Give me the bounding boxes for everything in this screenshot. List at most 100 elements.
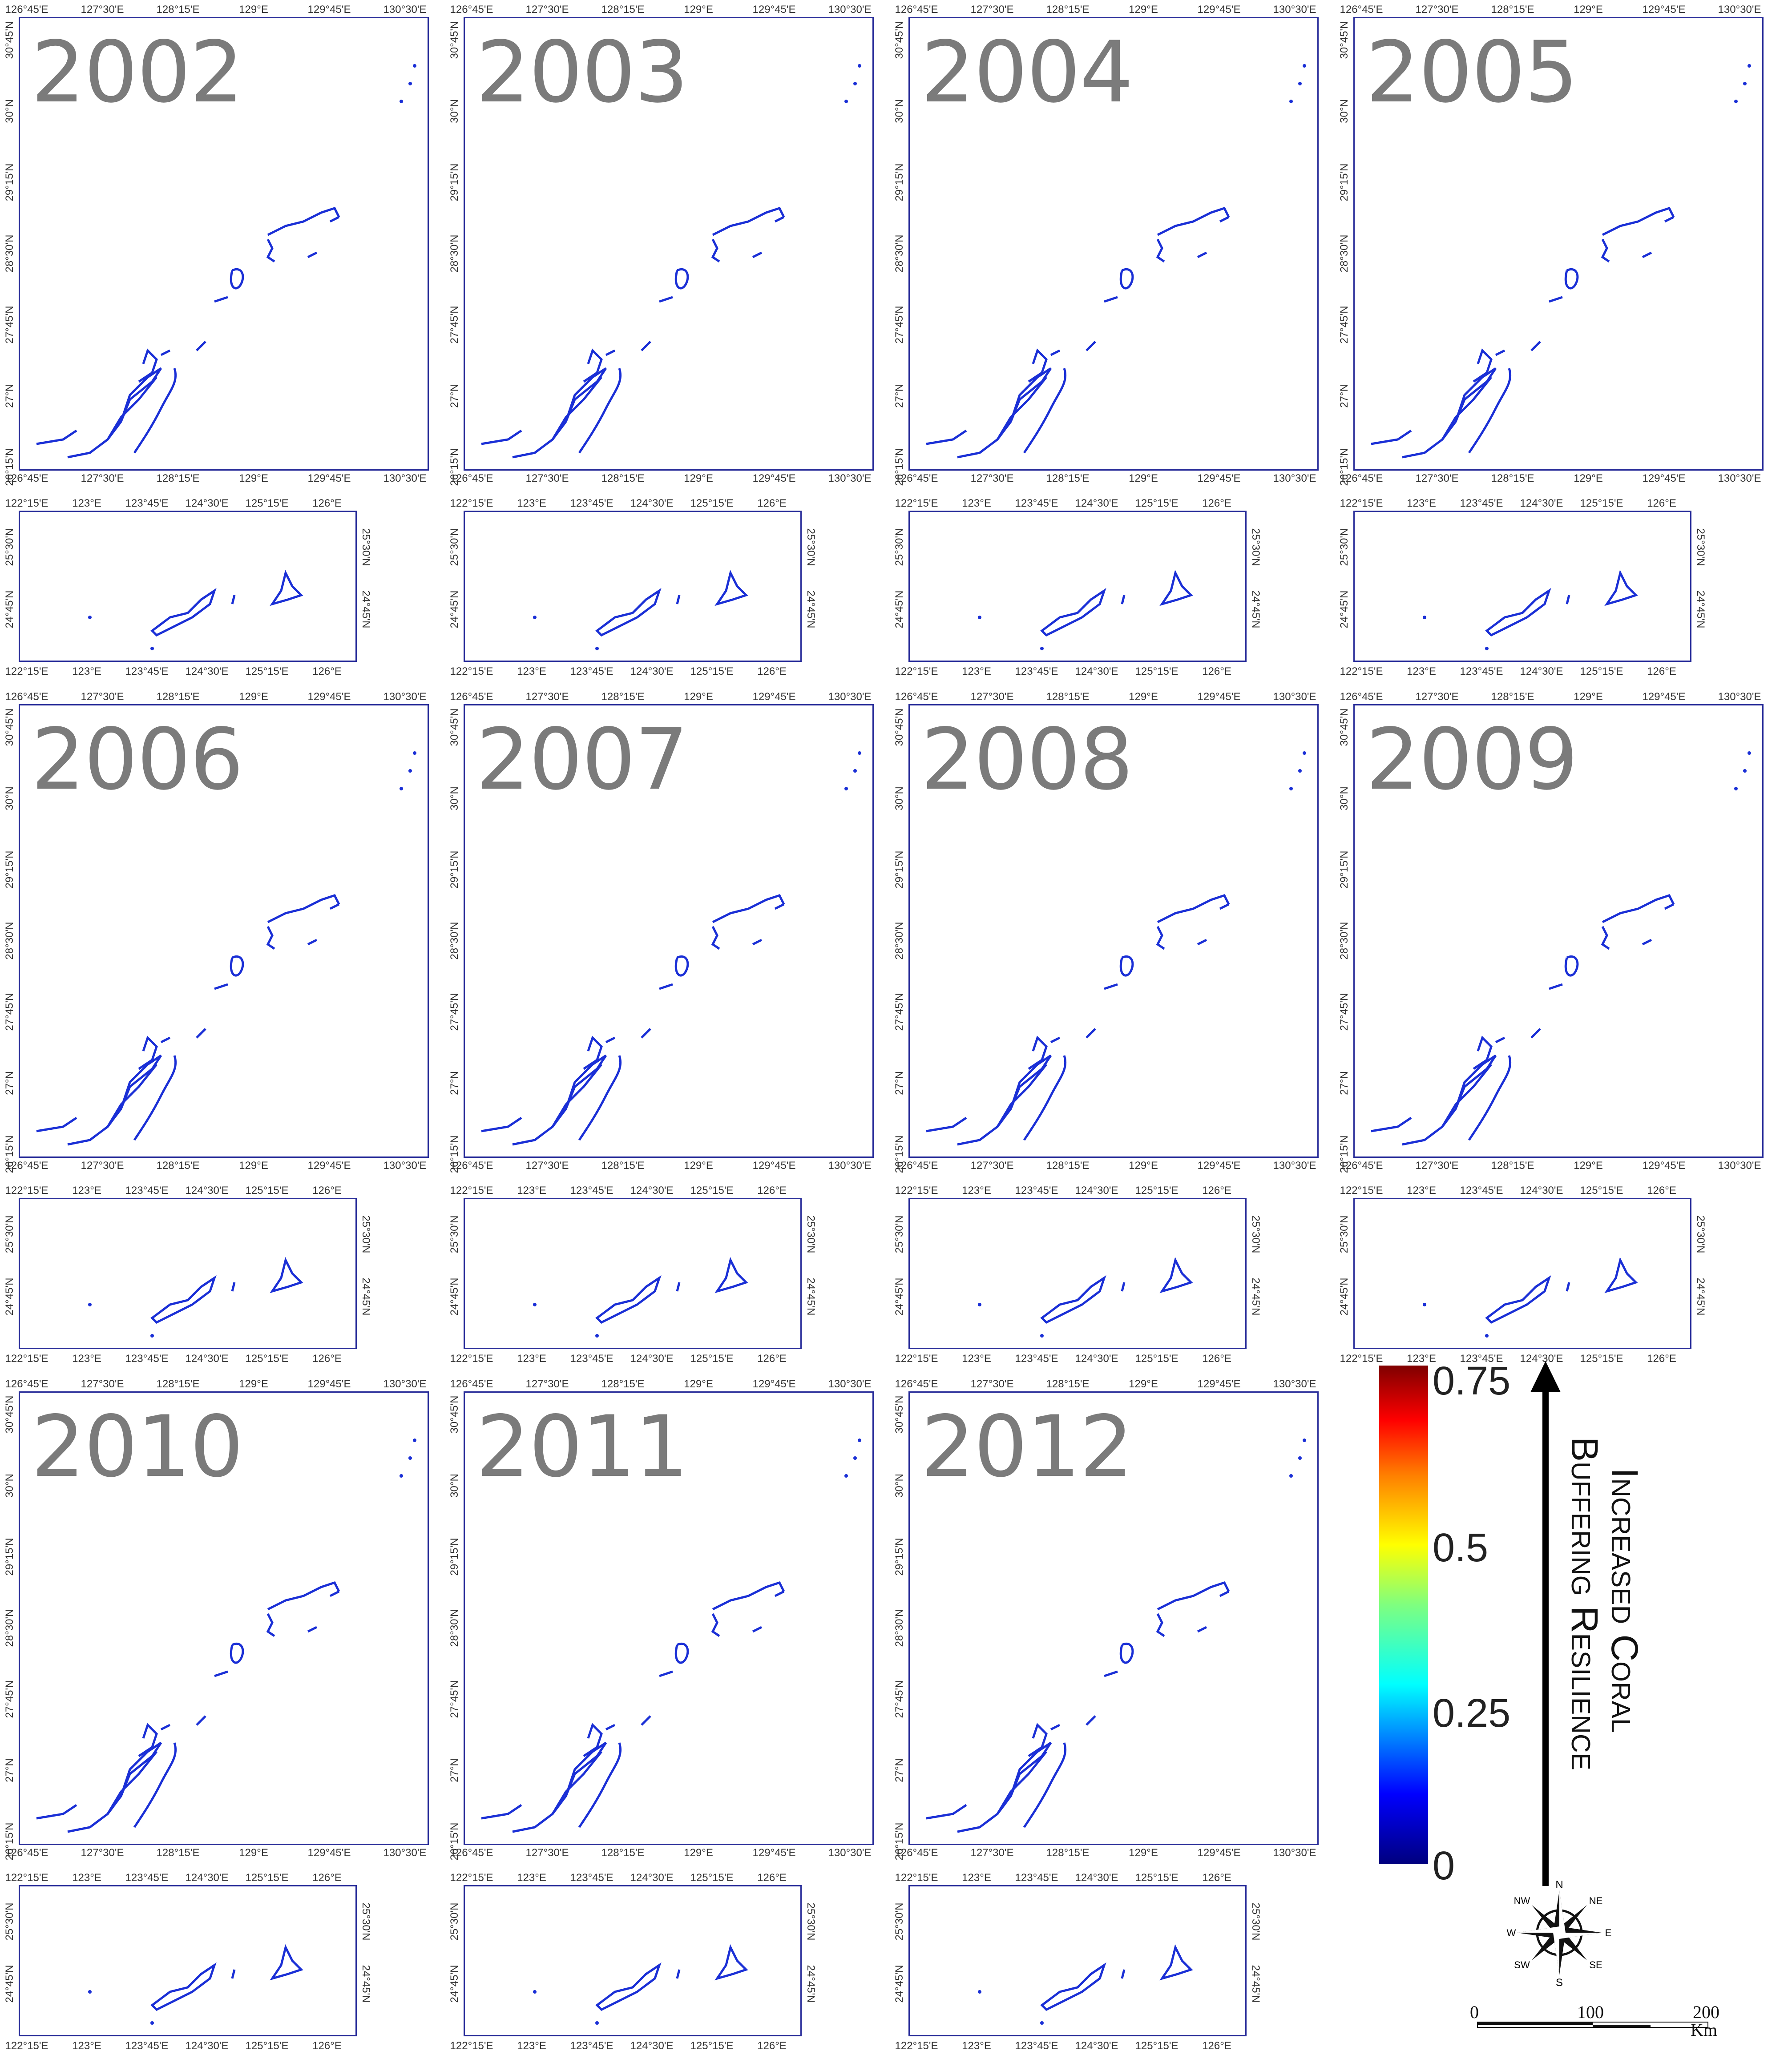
lon-tick-bottom: 126°45'E (1340, 1160, 1383, 1172)
inset-lon-tick-top: 126°E (1202, 497, 1231, 509)
island-outline (1157, 206, 1230, 236)
island-outline (1549, 983, 1563, 990)
island-outline (1604, 569, 1638, 606)
lat-tick-left: 27°45'N (448, 993, 460, 1031)
inset-lon-tick-bottom: 125°15'E (1135, 1353, 1179, 1365)
island-outline (712, 206, 785, 236)
inset-lon-tick-top: 123°E (72, 1872, 101, 1884)
island-outline (774, 216, 785, 223)
lon-tick-bottom: 127°30'E (970, 472, 1014, 484)
lon-tick-bottom: 127°30'E (81, 1847, 124, 1859)
islet-dot (1485, 647, 1489, 650)
island-outline (266, 1613, 275, 1637)
inset-lat-tick-right: 24°45'N (1695, 590, 1707, 629)
lat-tick-left: 26°15'N (4, 448, 16, 486)
islet-dot (1743, 769, 1747, 773)
lat-tick-left: 30°N (448, 1474, 460, 1498)
island-outline (674, 1642, 689, 1664)
island-outline (230, 955, 244, 977)
main-map-frame (19, 17, 429, 471)
island-outline (67, 1064, 157, 1146)
islet-dot (413, 751, 416, 755)
island-outline (926, 1116, 967, 1132)
lat-tick-left: 28°30'N (893, 1609, 905, 1647)
inset-lon-tick-top: 123°45'E (570, 1872, 613, 1884)
lon-tick-bottom: 127°30'E (970, 1847, 1014, 1859)
lat-tick-left: 27°N (1338, 1071, 1350, 1095)
lat-tick-left: 26°15'N (893, 1822, 905, 1861)
lon-tick-top: 129°E (684, 1378, 713, 1390)
inset-lon-tick-bottom: 126°E (312, 1353, 342, 1365)
year-label: 2006 (31, 710, 244, 809)
map-panel: 2004 126°45'E 126°45'E 127°30'E 127°30'E 128°… (890, 0, 1335, 681)
lat-tick-left: 29°15'N (448, 850, 460, 889)
island-outline (36, 1116, 77, 1132)
inset-lat-tick-left: 25°30'N (448, 1215, 460, 1253)
island-outline (307, 251, 318, 258)
lat-tick-left: 28°30'N (893, 922, 905, 960)
compass-s: S (1556, 1977, 1563, 1988)
lon-tick-top: 128°15'E (1491, 691, 1534, 703)
inset-lon-tick-bottom: 123°E (962, 1353, 991, 1365)
lon-tick-bottom: 128°15'E (601, 1847, 645, 1859)
inset-lon-tick-top: 125°15'E (1135, 1185, 1179, 1197)
main-map: 2005 126°45'E 126°45'E 127°30'E 127°30'E 128°… (1335, 0, 1780, 486)
yaeyama-islands-shapes (978, 569, 1193, 650)
islet-dot (853, 82, 857, 85)
island-outline (714, 1944, 748, 1981)
island-outline (512, 1064, 602, 1146)
main-map: 2006 126°45'E 126°45'E 127°30'E 127°30'E 128°… (0, 687, 445, 1173)
year-label: 2007 (476, 710, 689, 809)
inset-lon-tick-bottom: 126°E (1647, 665, 1676, 677)
island-outline (1402, 376, 1492, 459)
island-outline (676, 595, 681, 604)
island-outline (196, 1715, 206, 1726)
islet-dot (533, 616, 537, 619)
lat-tick-left: 29°15'N (893, 1538, 905, 1576)
lon-tick-top: 126°45'E (450, 4, 493, 16)
islet-dot (1303, 751, 1306, 755)
lon-tick-top: 127°30'E (81, 4, 124, 16)
inset-lon-tick-bottom: 125°15'E (1580, 1353, 1623, 1365)
island-outline (1086, 1028, 1096, 1039)
inset-lat-tick-right: 25°30'N (805, 1215, 817, 1253)
inset-lon-tick-bottom: 125°15'E (245, 665, 289, 677)
lat-tick-left: 28°30'N (1338, 234, 1350, 273)
lat-tick-left: 27°45'N (4, 306, 16, 344)
ryukyu-islands-shapes (926, 64, 1306, 459)
lon-tick-bottom: 126°45'E (5, 1160, 48, 1172)
ryukyu-islands-shapes (36, 64, 416, 459)
lat-tick-left: 27°45'N (448, 1680, 460, 1718)
island-outline (1566, 595, 1570, 604)
lat-tick-left: 27°45'N (893, 306, 905, 344)
island-outline (1485, 1275, 1551, 1324)
inset-lat-tick-left: 25°30'N (4, 1902, 16, 1941)
inset-lon-tick-bottom: 122°15'E (895, 1353, 938, 1365)
inset-lon-tick-bottom: 123°45'E (1015, 665, 1058, 677)
island-outline (926, 429, 967, 445)
inset-map: 122°15'E 122°15'E 123°E 123°E 123°45'E 123°45… (1335, 485, 1780, 681)
lat-tick-left: 30°45'N (1338, 21, 1350, 59)
inset-lon-tick-bottom: 124°30'E (630, 1353, 674, 1365)
island-outline (957, 376, 1047, 459)
island-outline (595, 588, 662, 637)
island-outline (659, 296, 673, 303)
inset-lon-tick-top: 125°15'E (1135, 1872, 1179, 1884)
lat-tick-left: 30°45'N (4, 708, 16, 746)
island-outline (196, 341, 206, 351)
island-outline (150, 588, 217, 637)
lon-tick-bottom: 130°30'E (1273, 472, 1316, 484)
inset-map: 122°15'E 122°15'E 123°E 123°E 123°45'E 123°45… (890, 1859, 1335, 2055)
islet-dot (844, 100, 848, 103)
lon-tick-top: 128°15'E (601, 1378, 645, 1390)
lat-tick-left: 28°30'N (4, 922, 16, 960)
ryukyu-islands-shapes (36, 751, 416, 1146)
islet-dot (1303, 1438, 1306, 1442)
lon-tick-top: 128°15'E (156, 1378, 200, 1390)
islet-dot (1423, 616, 1426, 619)
inset-lon-tick-bottom: 123°E (962, 2040, 991, 2052)
island-outline (1219, 1590, 1230, 1597)
inset-map: 122°15'E 122°15'E 123°E 123°E 123°45'E 123°45… (445, 1172, 890, 1368)
map-panel: 2006 126°45'E 126°45'E 127°30'E 127°30'E 128°… (0, 687, 445, 1368)
lat-tick-left: 26°15'N (4, 1135, 16, 1173)
